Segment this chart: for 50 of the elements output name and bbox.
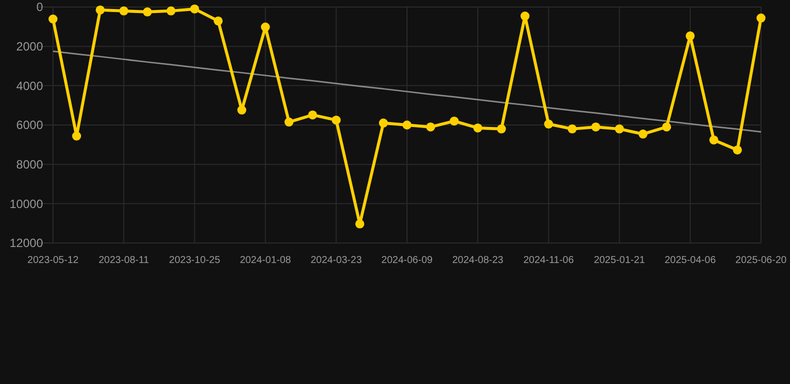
point bbox=[378, 118, 388, 128]
point bbox=[96, 5, 105, 14]
point bbox=[662, 122, 672, 132]
x-tick-label: 2025-01-21 bbox=[594, 255, 646, 266]
point bbox=[473, 123, 482, 132]
point bbox=[544, 120, 554, 129]
point bbox=[614, 124, 624, 134]
point bbox=[732, 145, 742, 154]
x-tick-label: 2024-06-09 bbox=[381, 255, 434, 266]
point bbox=[308, 110, 318, 120]
line-series bbox=[52, 50, 762, 133]
y-tick-label: 8000 bbox=[16, 158, 44, 172]
y-tick-label: 6000 bbox=[16, 118, 44, 132]
point bbox=[142, 7, 152, 16]
y-tick-label: 0 bbox=[36, 0, 44, 14]
point bbox=[72, 132, 82, 141]
point bbox=[284, 118, 294, 127]
point bbox=[496, 124, 506, 134]
point bbox=[426, 122, 436, 132]
x-tick-label: 2023-08-11 bbox=[98, 255, 150, 266]
y-tick-label: 2000 bbox=[16, 40, 44, 54]
point bbox=[355, 219, 364, 228]
x-tick-label: 2023-10-25 bbox=[169, 255, 221, 266]
point bbox=[166, 6, 176, 16]
x-tick-label: 2024-03-23 bbox=[310, 255, 362, 266]
point bbox=[686, 31, 695, 40]
point bbox=[332, 116, 341, 125]
y-tick-label: 4000 bbox=[16, 78, 44, 93]
point bbox=[402, 120, 412, 130]
y-tick-label: 12000 bbox=[10, 236, 44, 250]
point bbox=[237, 106, 246, 115]
point bbox=[119, 6, 128, 16]
point bbox=[709, 135, 718, 144]
point bbox=[520, 12, 530, 21]
point bbox=[591, 122, 600, 132]
point bbox=[260, 22, 270, 32]
point bbox=[756, 14, 766, 23]
point bbox=[214, 16, 223, 26]
point bbox=[190, 4, 200, 14]
point bbox=[568, 124, 577, 134]
x-tick-label: 2025-04-06 bbox=[664, 255, 716, 266]
x-tick-label: 2024-08-23 bbox=[452, 255, 504, 266]
point bbox=[48, 14, 58, 24]
x-tick-label: 2024-01-08 bbox=[240, 255, 292, 266]
point bbox=[638, 130, 648, 139]
y-tick-label: 10000 bbox=[10, 196, 44, 211]
point bbox=[450, 116, 459, 126]
x-tick-label: 2024-11-06 bbox=[523, 255, 574, 266]
x-tick-label: 2023-05-12 bbox=[27, 255, 80, 266]
x-tick-label: 2025-06-20 bbox=[735, 255, 788, 266]
